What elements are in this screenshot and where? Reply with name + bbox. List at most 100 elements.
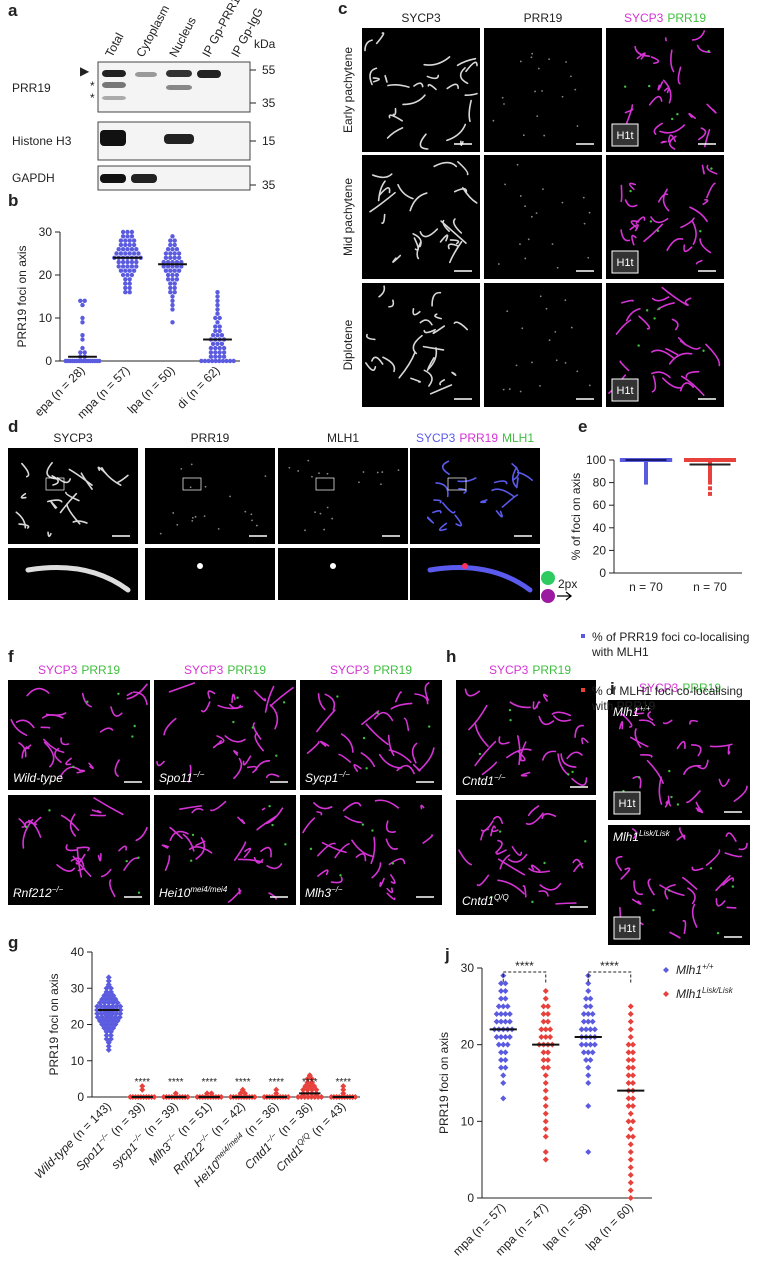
- inset: [613, 916, 641, 940]
- chromosome-axis: [481, 761, 498, 776]
- chromosome-axis: [705, 849, 721, 866]
- data-point: [644, 472, 648, 477]
- chromosome-axis: [427, 83, 437, 91]
- chromosome-axis: [664, 37, 668, 42]
- data-point: [217, 324, 222, 329]
- data-point: [502, 995, 509, 1002]
- x-tick-label: n = 70: [629, 580, 663, 594]
- inset: [611, 378, 639, 402]
- y-tick-label: 0: [45, 354, 52, 368]
- data-point: [107, 1028, 114, 1035]
- data-point: [585, 1049, 592, 1056]
- chromosome-axis: [56, 864, 76, 872]
- chromosome-axis: [68, 468, 93, 486]
- chromosome-axis: [715, 875, 731, 892]
- data-point: [495, 1003, 502, 1010]
- chromosome-axis: [439, 379, 446, 386]
- data-point: [542, 1095, 549, 1102]
- band: [166, 70, 192, 77]
- chromosome-axis: [51, 475, 60, 486]
- focus: [556, 266, 559, 269]
- data-point: [318, 1094, 325, 1100]
- data-point: [690, 458, 695, 462]
- focus: [548, 58, 551, 60]
- chromosome-axis: [227, 889, 242, 903]
- channel-header: SYCP3 PRR19: [38, 663, 120, 677]
- data-point: [219, 333, 225, 338]
- focus: [319, 512, 322, 515]
- chromosome-axis: [330, 876, 343, 884]
- data-point: [129, 259, 135, 265]
- data-point: [127, 290, 132, 295]
- data-point: [644, 476, 648, 481]
- data-point: [708, 472, 712, 477]
- chromosome-axis: [615, 855, 623, 872]
- chromosome-axis: [490, 825, 496, 837]
- label-part: Mlh1: [613, 830, 639, 844]
- data-point: [215, 341, 220, 346]
- chromosome-axis: [468, 704, 488, 731]
- chromosome-axis: [665, 347, 679, 356]
- chromosome-axis: [691, 903, 698, 928]
- chromosome-axis: [371, 862, 382, 879]
- data-point: [131, 238, 137, 243]
- sig-label: ****: [515, 959, 534, 973]
- chromosome-axis: [651, 349, 675, 359]
- chromosome-axis: [689, 206, 708, 223]
- data-point: [498, 980, 505, 987]
- chromosome-axis: [390, 702, 413, 710]
- chromosome-axis: [365, 723, 389, 746]
- chromosome-axis: [414, 693, 429, 705]
- chromosome-axis: [269, 686, 294, 707]
- panel-label: d: [8, 417, 18, 436]
- data-point: [583, 1057, 590, 1063]
- chromosome-axis: [699, 238, 712, 254]
- focus: [297, 470, 300, 472]
- data-point: [94, 1010, 101, 1017]
- chromosome-axis: [446, 123, 467, 142]
- data-point: [172, 285, 177, 291]
- chromosome-axis: [431, 291, 442, 307]
- arrow: ▶: [80, 64, 90, 78]
- data-point: [136, 251, 141, 256]
- y-tick-label: 0: [599, 566, 606, 580]
- chromosome-axis: [412, 308, 421, 316]
- panel-label: e: [578, 417, 587, 436]
- chromosome-axis: [660, 140, 667, 144]
- chromosome-axis: [447, 243, 459, 250]
- focus: [569, 75, 572, 78]
- data-point: [129, 234, 135, 239]
- focus: [531, 52, 534, 55]
- chromosome-axis: [679, 382, 695, 392]
- data-point: [131, 251, 137, 256]
- focus: [541, 90, 544, 92]
- data-point: [708, 467, 712, 472]
- legend-dot: [541, 571, 555, 585]
- chromosome-axis: [688, 112, 696, 120]
- chromosome-axis: [722, 877, 735, 886]
- chromosome-axis: [619, 360, 630, 372]
- data-point: [174, 277, 180, 282]
- data-point: [217, 358, 222, 364]
- data-point: [708, 464, 712, 469]
- inset: [613, 791, 641, 815]
- data-point: [213, 324, 218, 329]
- chromosome-axis: [210, 800, 227, 812]
- data-point: [305, 1094, 312, 1100]
- data-point: [578, 1041, 585, 1048]
- chromosome-axis: [525, 812, 544, 825]
- focus: [217, 527, 220, 530]
- data-point: [170, 259, 175, 265]
- chromosome-axis: [682, 919, 687, 934]
- chromosome-axis: [572, 858, 584, 869]
- data-point: [161, 264, 166, 269]
- channel-header: SYCP3 PRR19: [184, 663, 266, 677]
- focus: [676, 113, 679, 116]
- label-part: PRR19: [667, 11, 706, 25]
- y-tick-label: 20: [593, 543, 607, 557]
- focus: [361, 823, 365, 826]
- data-point: [215, 290, 220, 295]
- chromosome-axis: [683, 764, 702, 775]
- data-point: [308, 1094, 315, 1100]
- data-point: [120, 259, 126, 265]
